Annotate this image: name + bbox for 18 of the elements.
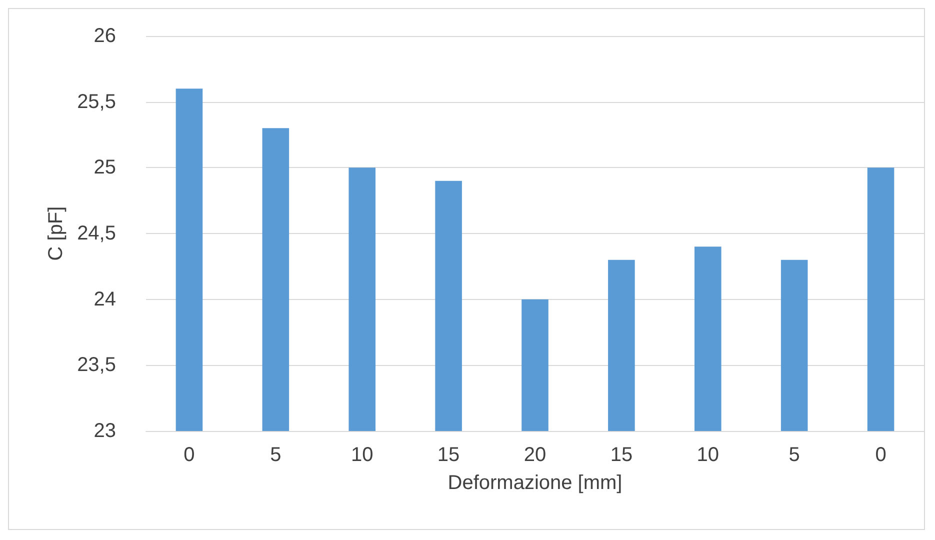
y-tick-label: 25	[94, 156, 116, 179]
x-tick-label: 5	[788, 444, 800, 466]
x-tick-label: 0	[184, 444, 195, 466]
x-tick-label: 5	[270, 444, 282, 466]
x-tick-label: 10	[696, 444, 720, 466]
y-tick-label: 23,5	[77, 354, 116, 376]
x-tick-label: 10	[350, 444, 374, 466]
y-tick-label: 23	[94, 420, 116, 442]
y-tick-label: 24	[94, 288, 116, 310]
x-tick-label: 0	[875, 444, 886, 466]
y-tick-label: 25,5	[77, 90, 116, 113]
y-tick-label: 26	[94, 25, 116, 47]
x-tick-label: 15	[437, 444, 460, 466]
y-axis-title: C [pF]	[45, 206, 68, 261]
y-tick-label: 24,5	[77, 222, 116, 244]
x-axis-title: Deformazione [mm]	[448, 472, 622, 494]
x-tick-label: 15	[610, 444, 633, 466]
x-tick-label: 20	[524, 444, 546, 466]
